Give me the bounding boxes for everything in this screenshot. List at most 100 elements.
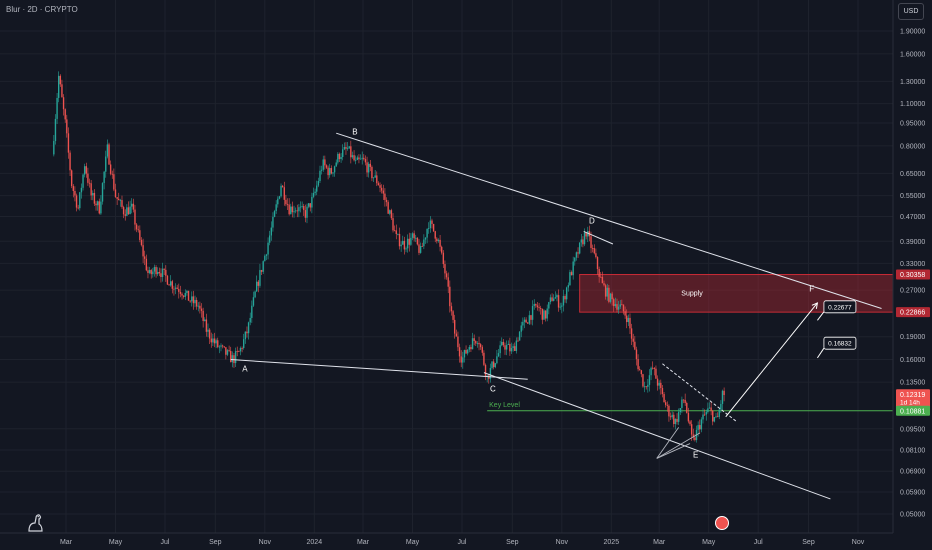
- candle-body: [439, 239, 441, 247]
- candle: [152, 267, 154, 278]
- candle-body: [432, 223, 435, 232]
- candle-body: [98, 201, 100, 214]
- tradingview-dino-icon[interactable]: [26, 512, 48, 532]
- candle-body: [281, 185, 284, 188]
- candle: [82, 173, 84, 191]
- candle-body: [59, 75, 62, 85]
- candle: [514, 342, 516, 351]
- candle-body: [273, 211, 276, 217]
- candle: [651, 361, 654, 370]
- candle-body: [650, 367, 652, 376]
- candle: [418, 238, 420, 256]
- symbol-title[interactable]: Blur · 2D · CRYPTO: [6, 5, 78, 14]
- candle: [304, 204, 307, 223]
- candle: [301, 201, 303, 209]
- candle: [369, 160, 372, 172]
- candle-body: [635, 349, 638, 360]
- candle: [114, 183, 117, 198]
- candle: [648, 369, 651, 392]
- candle: [681, 396, 683, 413]
- candle-body: [249, 317, 251, 323]
- candle-body: [278, 196, 281, 199]
- candle-body: [491, 361, 493, 369]
- earnings-badge-icon[interactable]: [715, 516, 729, 530]
- candle-body: [389, 210, 391, 214]
- candle: [124, 209, 126, 221]
- price-axis: 1.90000 1.60000 1.30000 1.10000 0.95000 0.800…: [900, 29, 925, 519]
- candle-body: [501, 341, 503, 346]
- candle: [525, 317, 527, 323]
- price-tick-label: 0.80000: [900, 143, 925, 150]
- candle: [72, 184, 75, 198]
- candle-body: [406, 238, 409, 249]
- candle-body: [364, 159, 367, 163]
- candle-body: [101, 183, 104, 202]
- candle: [434, 230, 436, 243]
- candle: [376, 171, 378, 187]
- candle-body: [324, 159, 326, 166]
- candle-body: [705, 412, 707, 415]
- candle-body: [609, 293, 612, 302]
- candle: [705, 409, 707, 421]
- candle-body: [622, 304, 625, 312]
- candle-body: [168, 284, 170, 286]
- candle-body: [562, 296, 565, 306]
- candle-body: [565, 287, 568, 300]
- candle: [676, 413, 678, 425]
- candle: [192, 290, 195, 310]
- candle-body: [314, 191, 316, 193]
- candle-body: [617, 306, 620, 310]
- candle-body: [582, 239, 584, 245]
- candle: [148, 266, 151, 275]
- candle: [421, 242, 423, 247]
- candle-body: [387, 202, 389, 214]
- candle: [410, 233, 412, 246]
- candle: [191, 291, 193, 307]
- candle-body: [525, 319, 527, 323]
- candle: [173, 285, 175, 296]
- candle: [239, 346, 242, 356]
- candle-body: [131, 203, 133, 207]
- candle-body: [664, 402, 667, 405]
- candle-body: [570, 272, 573, 276]
- candle-body: [402, 240, 404, 245]
- candle: [413, 230, 415, 242]
- candle-body: [536, 305, 539, 308]
- time-tick-label: May: [406, 539, 420, 546]
- candle-body: [415, 237, 417, 239]
- candle-body: [593, 248, 595, 254]
- candle-body: [608, 287, 610, 302]
- candle-body: [346, 148, 349, 150]
- candle-body: [338, 153, 341, 160]
- candle: [551, 293, 553, 302]
- candle-body: [62, 97, 65, 110]
- candle: [371, 165, 373, 182]
- candle: [333, 165, 336, 177]
- candle-body: [304, 210, 307, 218]
- candle-body: [100, 201, 102, 214]
- candle: [53, 135, 55, 157]
- candle: [419, 242, 422, 254]
- candle: [441, 245, 443, 255]
- candle: [385, 197, 388, 207]
- candle: [243, 333, 245, 350]
- candle: [56, 93, 58, 125]
- target-box: [823, 336, 857, 350]
- candle: [609, 292, 612, 304]
- candle-body: [148, 270, 151, 273]
- candle: [178, 283, 180, 299]
- candle-body: [85, 166, 87, 174]
- currency-button[interactable]: USD: [898, 3, 924, 20]
- candle: [406, 234, 409, 253]
- candle-body: [330, 168, 333, 174]
- candle: [635, 346, 638, 366]
- candle-body: [475, 341, 477, 344]
- candle: [116, 197, 118, 206]
- target-box: [823, 300, 857, 314]
- candle-body: [619, 304, 621, 307]
- candle: [393, 225, 396, 232]
- candle: [299, 201, 302, 213]
- candle: [608, 285, 610, 304]
- candle-body: [244, 331, 247, 340]
